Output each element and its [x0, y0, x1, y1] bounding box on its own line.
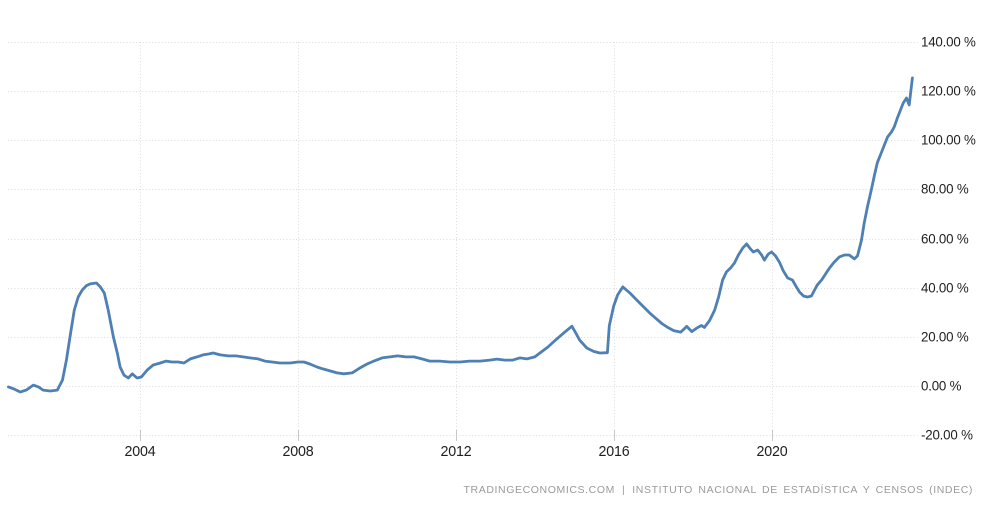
x-tick-label: 2016	[598, 443, 630, 460]
y-tick-label: -20.00 %	[921, 426, 973, 443]
y-tick-label: 120.00 %	[921, 82, 976, 99]
y-tick-label: 60.00 %	[921, 230, 969, 247]
y-tick-label: 80.00 %	[921, 181, 969, 198]
attribution-separator: |	[621, 484, 626, 496]
inflation-rate-line-series	[7, 76, 914, 394]
x-tick-label: 2008	[282, 443, 314, 460]
x-tick-label: 2012	[440, 443, 472, 460]
x-tick-label: 2020	[756, 443, 787, 460]
attribution: TRADINGECONOMICS.COM | INSTITUTO NACIONAL …	[464, 484, 973, 496]
tradingeconomics-link[interactable]: TRADINGECONOMICS.COM	[463, 484, 615, 496]
y-tick-label: 0.00 %	[921, 377, 962, 394]
y-tick-label: 40.00 %	[921, 279, 969, 296]
y-tick-label: 100.00 %	[921, 131, 976, 148]
x-tick-label: 2004	[124, 443, 156, 460]
y-tick-label: 20.00 %	[921, 328, 969, 345]
y-tick-label: 140.00 %	[921, 33, 976, 50]
source-label: INSTITUTO NACIONAL DE ESTADÍSTICA Y CENS…	[632, 484, 973, 496]
